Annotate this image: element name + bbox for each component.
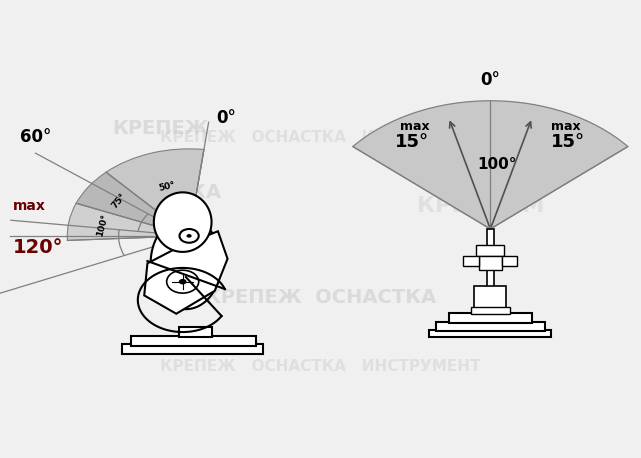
- Text: max: max: [13, 199, 46, 213]
- Text: КРЕПЕЖ   ОСНАСТКА   ИНСТРУМЕНТ: КРЕПЕЖ ОСНАСТКА ИНСТРУМЕНТ: [160, 359, 481, 374]
- Wedge shape: [353, 101, 628, 229]
- Wedge shape: [76, 172, 189, 236]
- Bar: [479, 256, 502, 270]
- Text: 90°: 90°: [0, 209, 1, 227]
- Text: 15°: 15°: [395, 133, 429, 151]
- Text: 0°: 0°: [216, 109, 236, 127]
- Wedge shape: [106, 149, 204, 236]
- Bar: [476, 245, 504, 256]
- Text: 120°: 120°: [13, 238, 63, 257]
- Polygon shape: [154, 192, 212, 252]
- Text: ОСНАСТКА: ОСНАСТКА: [100, 183, 221, 202]
- Bar: [471, 307, 510, 314]
- Text: КРЕПЕЖ: КРЕПЕЖ: [112, 119, 208, 138]
- Text: КРЕПЕЖ   ОСНАСТКА   ИНСТРУМЕНТ: КРЕПЕЖ ОСНАСТКА ИНСТРУМЕНТ: [160, 130, 481, 145]
- Polygon shape: [151, 218, 221, 309]
- Bar: [474, 286, 506, 309]
- Bar: [429, 330, 551, 337]
- Text: max: max: [551, 120, 581, 133]
- Bar: [449, 313, 532, 323]
- Text: КРЕПЕЖ  ОСНАСТКА: КРЕПЕЖ ОСНАСТКА: [205, 288, 436, 307]
- Text: 60°: 60°: [20, 128, 51, 146]
- Bar: [436, 322, 545, 331]
- Circle shape: [179, 279, 187, 284]
- Text: 100°: 100°: [96, 213, 110, 237]
- Circle shape: [187, 234, 192, 238]
- Bar: [463, 256, 479, 266]
- Bar: [487, 229, 494, 311]
- Text: 50°: 50°: [157, 180, 176, 192]
- Text: 0°: 0°: [480, 71, 501, 89]
- Text: КРЕПКОМ: КРЕПКОМ: [417, 196, 544, 216]
- Wedge shape: [67, 203, 189, 240]
- Text: max: max: [400, 120, 429, 133]
- Text: 15°: 15°: [551, 133, 585, 151]
- Text: 75°: 75°: [110, 191, 128, 210]
- Bar: [502, 256, 517, 266]
- Bar: [179, 327, 212, 337]
- Text: 100°: 100°: [477, 158, 517, 172]
- Bar: [122, 344, 263, 354]
- Bar: [131, 336, 256, 346]
- Polygon shape: [144, 231, 228, 314]
